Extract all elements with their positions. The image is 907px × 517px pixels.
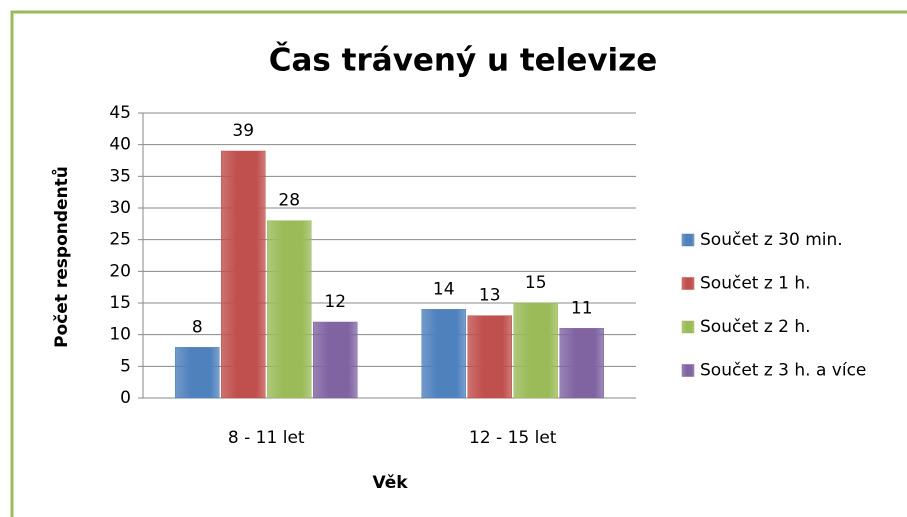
legend-label: Součet z 1 h. <box>700 274 811 294</box>
data-label: 15 <box>525 273 547 293</box>
x-tick-label: 8 - 11 let <box>228 428 305 448</box>
bar <box>559 328 604 399</box>
data-label: 39 <box>232 121 254 141</box>
y-tick-label: 20 <box>109 261 131 281</box>
bar <box>313 321 358 399</box>
legend-label: Součet z 30 min. <box>700 230 843 250</box>
bar <box>421 309 466 399</box>
y-tick-label: 40 <box>109 135 131 155</box>
chart-title: Čas trávený u televize <box>269 42 658 79</box>
bar <box>467 315 512 399</box>
y-tick-label: 0 <box>120 388 131 408</box>
legend-swatch <box>681 233 695 247</box>
x-tick-label: 12 - 15 let <box>469 428 557 448</box>
data-label: 12 <box>324 292 346 312</box>
y-tick-label: 35 <box>109 166 131 186</box>
data-label: 8 <box>192 317 203 337</box>
legend-swatch <box>681 320 695 334</box>
legend-label: Součet z 2 h. <box>700 317 811 337</box>
bar <box>513 302 558 399</box>
legend-swatch <box>681 364 695 377</box>
data-label: 14 <box>433 279 455 299</box>
y-axis-label: Počet respondentů <box>50 166 72 348</box>
data-label: 28 <box>278 191 300 211</box>
bar <box>267 220 312 399</box>
legend-swatch <box>681 277 695 290</box>
data-label: 13 <box>479 286 501 306</box>
y-tick-label: 5 <box>120 356 131 376</box>
legend-label: Součet z 3 h. a více <box>700 361 866 381</box>
bar <box>221 150 266 399</box>
chart-frame <box>10 10 907 517</box>
y-tick-label: 25 <box>109 230 131 250</box>
y-tick-label: 15 <box>109 293 131 313</box>
data-label: 11 <box>571 298 593 318</box>
x-axis-label: Věk <box>372 473 408 493</box>
y-tick-label: 10 <box>109 325 131 345</box>
y-tick-label: 45 <box>109 103 131 123</box>
y-tick-label: 30 <box>109 198 131 218</box>
bar <box>175 347 220 399</box>
